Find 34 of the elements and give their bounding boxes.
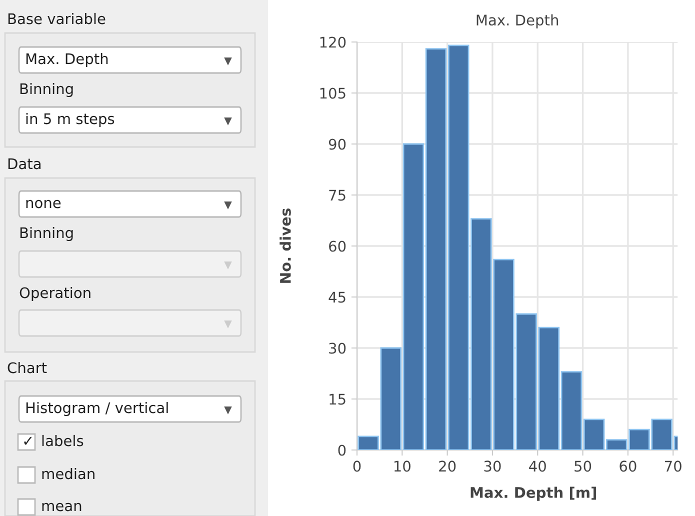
text: none xyxy=(26,200,61,208)
x-tick-label: 10 xyxy=(394,460,410,472)
x-tick-label: 60 xyxy=(620,460,636,472)
text: Binning xyxy=(20,82,73,98)
text: Binning xyxy=(20,226,73,242)
text: Data xyxy=(8,158,40,170)
text: Operation xyxy=(20,286,90,302)
x-tick-label: 40 xyxy=(529,460,546,472)
x-tick-label: 20 xyxy=(439,460,456,472)
y-tick-label: 15 xyxy=(330,394,346,405)
y-tick-label: 75 xyxy=(329,190,346,201)
text: in 5 m steps xyxy=(26,112,114,128)
y-tick-label: 45 xyxy=(328,292,346,303)
text: Histogram / vertical xyxy=(26,402,168,416)
y-tick-label: 120 xyxy=(320,36,346,48)
y-tick-label: 30 xyxy=(329,342,346,354)
x-tick-label: 0 xyxy=(353,460,361,472)
y-tick-label: 0 xyxy=(338,444,346,456)
x-tick-label: 50 xyxy=(574,460,592,472)
y-tick-label: 90 xyxy=(328,138,346,150)
text: Max. Depth xyxy=(26,52,108,68)
x-axis-title: Max. Depth [m] xyxy=(470,486,596,501)
y-axis-title: No. dives xyxy=(280,208,291,283)
text: labels xyxy=(42,434,84,446)
y-tick-label: 60 xyxy=(329,240,346,252)
text: Chart xyxy=(8,362,47,374)
text: median xyxy=(42,468,94,480)
y-tick-label: 105 xyxy=(320,88,346,99)
chart-title: Max. Depth xyxy=(476,14,558,28)
text: ✓ xyxy=(24,436,32,445)
text: mean xyxy=(42,502,82,512)
text: Base variable xyxy=(8,12,106,24)
x-tick-label: 30 xyxy=(484,460,501,472)
x-tick-label: 70 xyxy=(665,460,682,472)
